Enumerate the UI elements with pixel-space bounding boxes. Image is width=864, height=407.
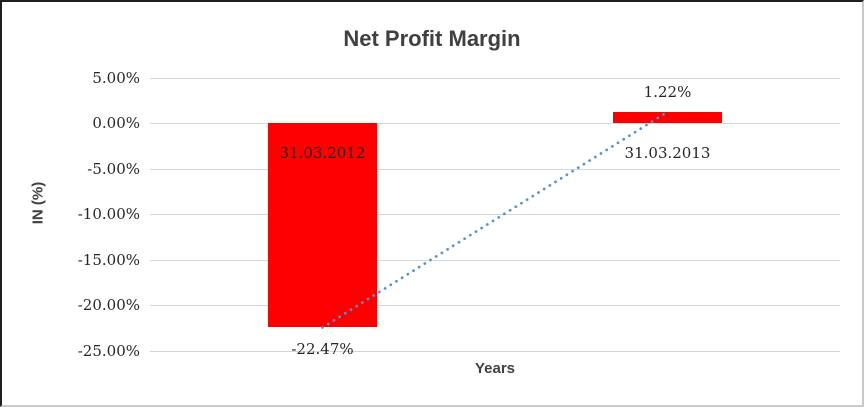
y-tick-label: -5.00% — [87, 159, 140, 178]
category-label: 31.03.2012 — [279, 144, 366, 162]
y-tick-label: -25.00% — [77, 341, 140, 360]
y-tick-label: -10.00% — [77, 205, 140, 223]
y-tick-label: 0.00% — [92, 114, 140, 132]
data-label: -22.47% — [291, 340, 354, 359]
category-label: 31.03.2013 — [624, 144, 711, 162]
gridline — [150, 214, 840, 215]
gridline — [150, 123, 840, 124]
gridline — [150, 77, 840, 79]
y-tick-label: 5.00% — [92, 68, 140, 87]
y-tick-label: -20.00% — [77, 296, 140, 314]
y-tick-label: -15.00% — [77, 250, 140, 269]
gridline — [150, 350, 840, 352]
x-axis-title: Years — [474, 360, 516, 377]
gridline — [150, 168, 840, 170]
data-label: 1.22% — [643, 82, 692, 101]
gridline — [150, 259, 840, 261]
chart-title: Net Profit Margin — [343, 26, 521, 51]
bar[interactable] — [613, 111, 722, 123]
gridline — [150, 305, 840, 306]
